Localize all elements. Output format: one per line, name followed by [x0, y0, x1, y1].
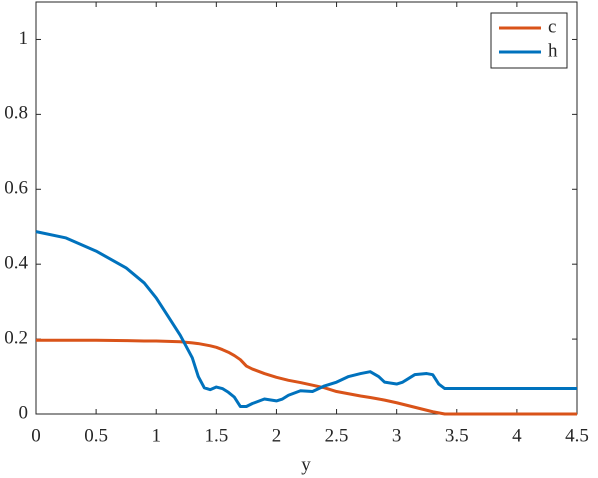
x-tick-label: 4 — [512, 425, 522, 446]
legend — [490, 12, 568, 69]
y-tick-label: 0 — [19, 402, 29, 423]
plot-area — [35, 1, 578, 415]
x-axis-label: y — [301, 454, 311, 475]
data-line — [35, 230, 577, 409]
y-tick-label: 0.2 — [4, 327, 28, 348]
x-tick-label: 2.5 — [325, 425, 349, 446]
legend-label: c — [548, 16, 556, 37]
x-tick-label: 2 — [272, 425, 282, 446]
y-tick-label: 0.6 — [4, 178, 28, 199]
x-tick-label: 0.5 — [84, 425, 108, 446]
x-tick-label: 3 — [392, 425, 402, 446]
y-tick-label: 0.4 — [4, 253, 28, 274]
x-tick-label: 3.5 — [445, 425, 469, 446]
x-tick-label: 1.5 — [204, 425, 228, 446]
y-tick-label: 0.8 — [4, 103, 28, 124]
y-tick-label: 1 — [19, 28, 29, 49]
x-tick-label: 1 — [151, 425, 161, 446]
data-line — [36, 338, 577, 416]
x-tick-label: 0 — [31, 425, 41, 446]
x-tick-label: 4.5 — [565, 425, 589, 446]
legend-label: h — [548, 40, 558, 61]
